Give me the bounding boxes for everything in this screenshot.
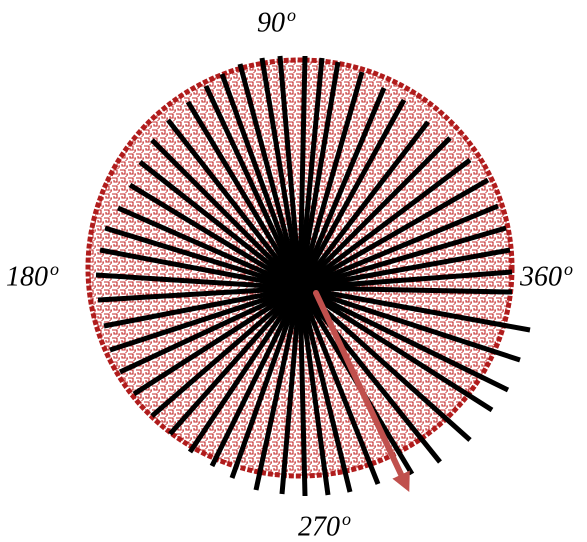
degree-mark: o	[287, 5, 296, 25]
ray-line	[299, 203, 499, 291]
ray-line	[128, 182, 302, 291]
ray-line	[298, 285, 494, 413]
ray-line	[279, 287, 303, 495]
ray-line	[298, 158, 472, 290]
ray-line	[297, 98, 407, 290]
angle-label-90: 90 o	[257, 5, 296, 39]
ray-line	[259, 57, 303, 289]
ray-line	[253, 287, 303, 491]
ray-line	[104, 225, 301, 291]
ray-line	[297, 287, 331, 496]
ray-line	[109, 285, 301, 353]
center-hub	[289, 277, 311, 299]
ray-line	[299, 225, 507, 291]
ray-line	[298, 286, 442, 464]
ray-line	[209, 286, 303, 468]
ray-line	[138, 160, 302, 290]
ray-line	[299, 285, 531, 333]
angle-label-270: 270 o	[298, 509, 351, 542]
ray-line	[166, 118, 302, 290]
ray-line	[297, 287, 381, 485]
direction-arrow	[313, 290, 410, 492]
ray-line	[277, 55, 303, 289]
ray-line	[203, 84, 303, 290]
ray-line	[219, 73, 303, 289]
ray-line	[150, 286, 302, 418]
ray-line	[237, 63, 303, 289]
ray-line	[132, 285, 302, 397]
degree-mark: o	[564, 259, 573, 279]
ray-line	[299, 247, 511, 291]
degree-mark: o	[342, 509, 351, 529]
ray-line	[297, 57, 325, 289]
ray-line	[297, 87, 387, 289]
ray-line	[299, 285, 521, 363]
ray-line	[297, 55, 308, 289]
ray-line	[118, 285, 302, 375]
ray-line	[187, 286, 303, 454]
ray-line	[168, 286, 302, 436]
ray-line	[97, 285, 301, 303]
ray-line	[229, 287, 303, 479]
ray-line	[297, 61, 341, 289]
angle-label-360: 360 o	[520, 259, 573, 293]
ray-line	[99, 247, 301, 291]
ray-line	[297, 287, 308, 497]
degree-mark: o	[50, 259, 59, 279]
ray-line	[298, 285, 510, 393]
ray-line	[299, 269, 513, 291]
ray-line	[150, 138, 302, 290]
ray-line	[299, 285, 513, 295]
ray-line	[297, 287, 353, 493]
ray-line	[297, 71, 365, 289]
angle-label-180: 180 o	[6, 259, 59, 293]
ray-line	[298, 120, 430, 290]
ray-line	[298, 136, 452, 290]
ray-line	[298, 177, 490, 291]
ray-line	[185, 100, 303, 290]
ray-line	[103, 285, 301, 329]
ray-bundle	[95, 55, 531, 497]
ray-line	[95, 272, 301, 291]
ray-line	[116, 205, 302, 291]
